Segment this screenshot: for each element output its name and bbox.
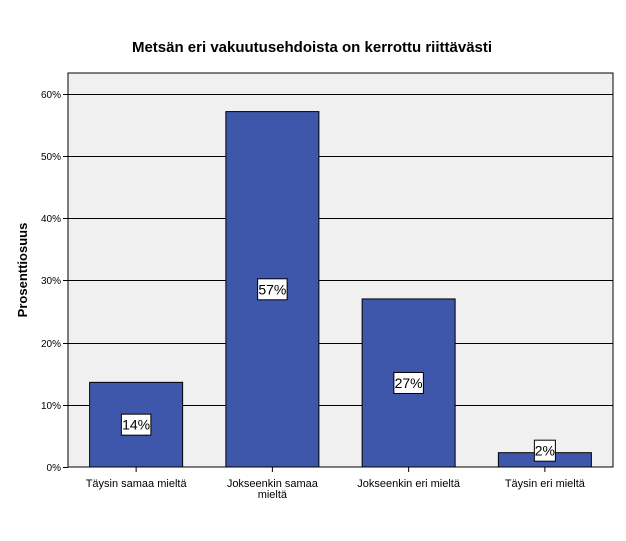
x-tick-label: Jokseenkin samaa (227, 478, 319, 490)
data-label-box (120, 413, 152, 436)
x-tick-label: mieltä (258, 489, 288, 501)
data-label-box (393, 371, 424, 394)
y-tick-label: 40% (41, 214, 61, 225)
y-tick-label: 30% (41, 276, 61, 287)
y-tick-label: 60% (41, 90, 61, 101)
y-tick-label: 10% (41, 401, 61, 412)
data-label: 57% (258, 281, 286, 297)
x-tick-label: Jokseenkin eri mieltä (357, 478, 461, 490)
y-tick-label: 20% (41, 339, 61, 350)
data-label: 27% (395, 375, 423, 391)
chart-title: Metsän eri vakuutusehdoista on kerrottu … (132, 39, 492, 56)
data-label: 2% (535, 443, 555, 459)
data-label: 14% (122, 417, 150, 433)
y-tick-label: 0% (47, 463, 62, 474)
data-label-box (257, 278, 288, 301)
y-tick-label: 50% (41, 152, 61, 163)
x-tick-label: Täysin samaa mieltä (86, 478, 188, 490)
data-label-box (533, 439, 556, 462)
y-axis-label: Prosenttiosuus (15, 223, 30, 318)
x-tick-label: Täysin eri mieltä (505, 478, 586, 490)
